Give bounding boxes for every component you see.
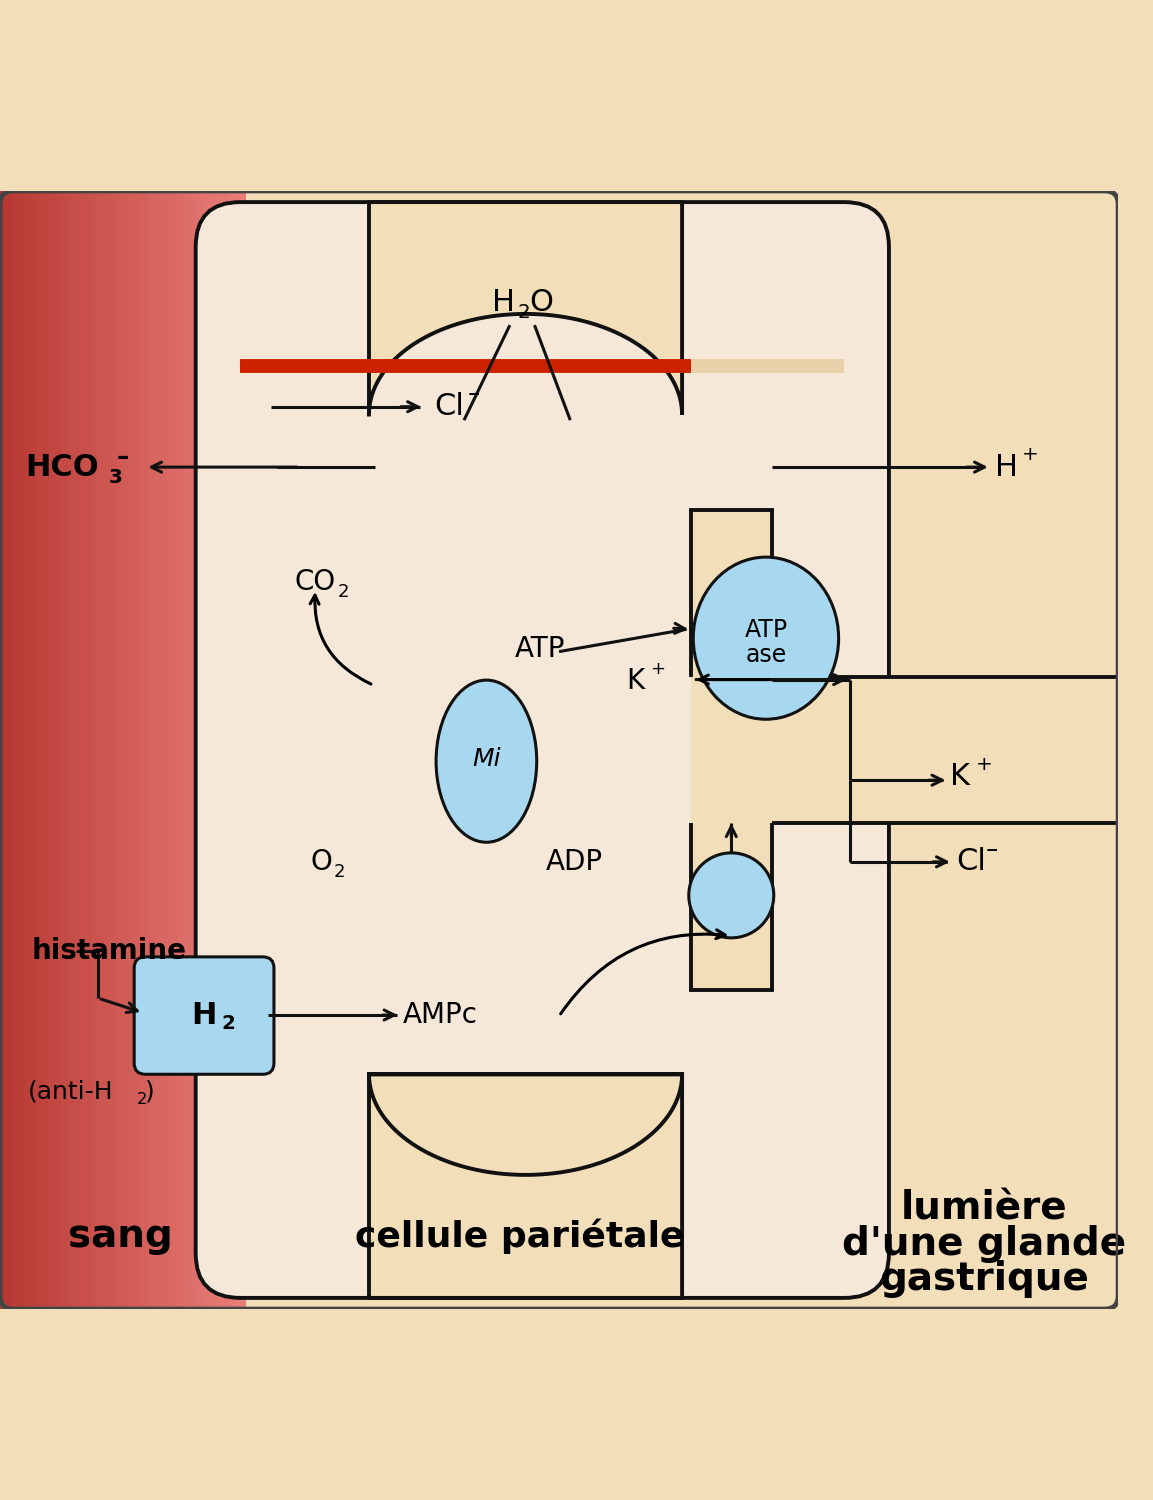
FancyBboxPatch shape (134, 957, 274, 1074)
Polygon shape (43, 190, 50, 1310)
Text: lumière: lumière (900, 1190, 1068, 1227)
Polygon shape (142, 190, 148, 1310)
Polygon shape (184, 190, 190, 1310)
Text: ATP: ATP (745, 618, 787, 642)
Circle shape (688, 853, 774, 938)
Text: sang: sang (68, 1218, 173, 1255)
Text: CO: CO (294, 568, 336, 597)
Text: O: O (311, 847, 332, 876)
Polygon shape (190, 190, 197, 1310)
Polygon shape (80, 190, 86, 1310)
Polygon shape (166, 190, 172, 1310)
Polygon shape (116, 190, 123, 1310)
Ellipse shape (436, 680, 536, 842)
Text: gastrique: gastrique (879, 1260, 1088, 1298)
Ellipse shape (693, 556, 838, 720)
Text: Cl: Cl (956, 847, 986, 876)
Polygon shape (105, 190, 111, 1310)
Polygon shape (61, 190, 68, 1310)
Text: ): ) (145, 1078, 156, 1102)
Text: HCO: HCO (25, 453, 99, 482)
Polygon shape (74, 190, 80, 1310)
Polygon shape (135, 190, 142, 1310)
Text: 2: 2 (518, 303, 530, 322)
Polygon shape (691, 678, 1118, 822)
Text: 2: 2 (338, 584, 349, 602)
Polygon shape (98, 190, 105, 1310)
Polygon shape (227, 190, 234, 1310)
Text: –: – (467, 382, 480, 406)
Text: Cl: Cl (434, 392, 464, 422)
Polygon shape (24, 190, 31, 1310)
Polygon shape (86, 190, 92, 1310)
Text: d'une glande: d'une glande (842, 1226, 1126, 1263)
Text: histamine: histamine (31, 938, 187, 966)
Text: AMPc: AMPc (402, 1000, 477, 1029)
Text: –: – (116, 446, 128, 470)
Text: H: H (492, 288, 515, 316)
Polygon shape (221, 190, 227, 1310)
Text: cellule pariétale: cellule pariétale (355, 1218, 685, 1254)
Text: 2: 2 (136, 1092, 146, 1107)
Text: H: H (191, 1000, 217, 1029)
Polygon shape (31, 190, 37, 1310)
Text: 2: 2 (221, 1014, 235, 1034)
Polygon shape (123, 190, 129, 1310)
Text: ATP: ATP (514, 636, 565, 663)
Text: Mi: Mi (472, 747, 500, 771)
Polygon shape (0, 190, 6, 1310)
Text: O: O (529, 288, 553, 316)
Polygon shape (160, 190, 166, 1310)
Text: ADP: ADP (545, 847, 603, 876)
Polygon shape (216, 190, 221, 1310)
Polygon shape (37, 190, 43, 1310)
Text: (anti-H: (anti-H (28, 1078, 114, 1102)
Text: ase: ase (745, 644, 786, 668)
Polygon shape (148, 190, 153, 1310)
Text: +: + (649, 660, 664, 678)
Text: –: – (986, 837, 998, 861)
Polygon shape (111, 190, 116, 1310)
Text: 3: 3 (108, 468, 122, 486)
Polygon shape (55, 190, 61, 1310)
Polygon shape (197, 190, 203, 1310)
Polygon shape (691, 510, 771, 990)
Polygon shape (18, 190, 24, 1310)
Polygon shape (13, 190, 18, 1310)
Polygon shape (129, 190, 135, 1310)
Text: H: H (995, 453, 1018, 482)
Polygon shape (153, 190, 160, 1310)
Polygon shape (209, 190, 216, 1310)
Text: 2: 2 (333, 862, 345, 880)
Polygon shape (234, 190, 240, 1310)
Text: K: K (950, 762, 971, 792)
Polygon shape (50, 190, 55, 1310)
FancyBboxPatch shape (196, 202, 889, 1298)
Text: +: + (977, 754, 993, 774)
Polygon shape (240, 190, 246, 1310)
Polygon shape (92, 190, 98, 1310)
Polygon shape (68, 190, 74, 1310)
Text: K: K (626, 666, 645, 694)
Polygon shape (172, 190, 179, 1310)
Polygon shape (369, 202, 683, 414)
Polygon shape (369, 1074, 683, 1298)
Polygon shape (6, 190, 13, 1310)
Polygon shape (0, 190, 1118, 1310)
Polygon shape (203, 190, 209, 1310)
Polygon shape (179, 190, 184, 1310)
Text: +: + (1022, 446, 1039, 465)
